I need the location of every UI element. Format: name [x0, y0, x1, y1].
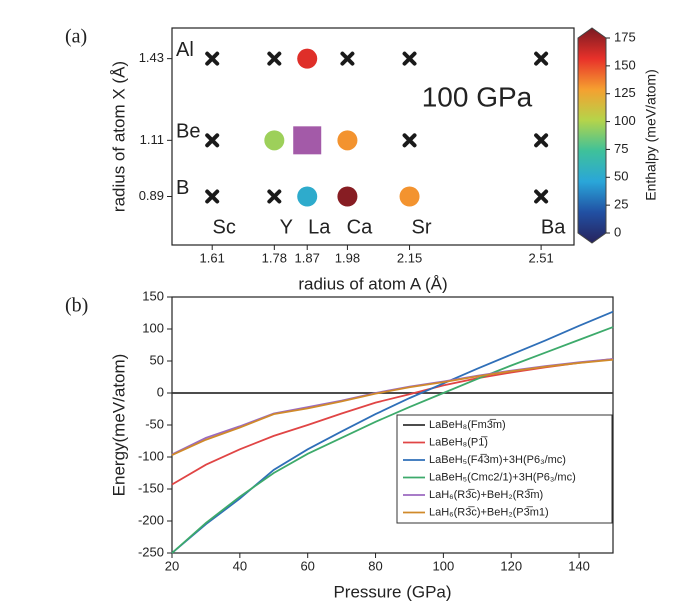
cross-marker	[267, 51, 282, 66]
enthalpy-point	[399, 186, 420, 207]
plot-frame	[171, 27, 575, 246]
y-tick-label: 0.89	[139, 188, 164, 203]
enthalpy-point	[337, 130, 358, 151]
cross-marker	[534, 189, 549, 204]
enthalpy-point	[264, 130, 285, 151]
pressure-annotation: 100 GPa	[422, 81, 533, 112]
x-axis-label: radius of atom A (Å)	[298, 274, 447, 293]
colorbar-tick-label: 150	[614, 57, 636, 72]
cross-marker	[205, 51, 220, 66]
x-tick-label: 60	[300, 558, 314, 573]
cross-marker	[205, 189, 220, 204]
legend-label: LaBeH₈(P1̅)	[429, 436, 488, 448]
colorbar-label: Enthalpy (meV/atom)	[643, 69, 659, 201]
x-element-label: Be	[176, 121, 200, 143]
x-tick-label: 120	[500, 558, 522, 573]
colorbar-tick-label: 175	[614, 29, 636, 44]
y-tick-label: 1.11	[140, 132, 164, 147]
y-tick-label: 0	[157, 384, 164, 399]
a-element-label: Sr	[412, 216, 432, 238]
x-tick-label: 1.87	[295, 250, 320, 265]
x-element-label: Al	[176, 39, 194, 61]
enthalpy-point	[337, 186, 358, 207]
cross-marker	[534, 133, 549, 148]
y-axis-label: radius of atom X (Å)	[109, 61, 128, 212]
cross-marker	[402, 51, 417, 66]
x-tick-label: 140	[568, 558, 590, 573]
a-element-label: Ba	[541, 216, 566, 238]
series-line	[171, 326, 614, 554]
y-tick-label: 100	[142, 320, 164, 335]
a-element-label: Ca	[347, 216, 373, 238]
x-tick-label: 20	[165, 558, 179, 573]
y-tick-label: -250	[138, 544, 164, 559]
enthalpy-point	[297, 48, 318, 69]
legend-label: LaBeH₅(Cmc2/1)+3H(P6₃/mc)	[429, 471, 576, 483]
legend-label: LaBeH₅(F4̅3m)+3H(P6₃/mc)	[429, 454, 566, 466]
y-tick-label: -150	[138, 480, 164, 495]
x-element-label: B	[176, 177, 189, 199]
legend-label: LaBeH₈(Fm3̅m)	[429, 419, 506, 431]
cross-marker	[534, 51, 549, 66]
colorbar-tick-label: 125	[614, 85, 636, 100]
a-element-label: Sc	[213, 216, 236, 238]
x-tick-label: 100	[433, 558, 455, 573]
x-tick-label: 1.98	[335, 250, 360, 265]
cross-marker	[340, 51, 355, 66]
cross-marker	[205, 133, 220, 148]
colorbar-tick-label: 50	[614, 169, 628, 184]
legend-label: LaH₆(R3̅c)+BeH₂(P3̅m1)	[429, 506, 549, 518]
x-tick-label: 1.78	[262, 250, 287, 265]
colorbar-tick-label: 75	[614, 141, 628, 156]
y-axis-label: Energy(meV/atom)	[109, 354, 128, 497]
series-line	[171, 358, 614, 456]
x-tick-label: 80	[368, 558, 382, 573]
panel-label: (b)	[65, 295, 88, 317]
colorbar-tick-label: 0	[614, 224, 621, 239]
y-tick-label: 1.43	[139, 50, 164, 65]
a-element-label: La	[308, 216, 331, 238]
x-axis-label: Pressure (GPa)	[333, 582, 451, 601]
square-marker	[293, 126, 322, 155]
colorbar-tick-label: 25	[614, 197, 628, 212]
legend-box	[396, 414, 613, 524]
y-tick-label: -50	[145, 416, 164, 431]
enthalpy-point	[297, 186, 318, 207]
y-tick-label: -100	[138, 448, 164, 463]
x-tick-label: 2.15	[397, 250, 422, 265]
legend-label: LaH₆(R3̅c)+BeH₂(R3̅m)	[429, 489, 543, 501]
x-tick-label: 2.51	[528, 250, 553, 265]
cross-marker	[402, 133, 417, 148]
y-tick-label: 50	[150, 352, 164, 367]
y-tick-label: -200	[138, 512, 164, 527]
cross-marker	[267, 189, 282, 204]
a-element-label: Y	[280, 216, 293, 238]
colorbar	[577, 27, 607, 244]
panel-label: (a)	[65, 26, 87, 48]
colorbar-tick-label: 100	[614, 113, 636, 128]
y-tick-label: 150	[142, 288, 164, 303]
x-tick-label: 40	[233, 558, 247, 573]
x-tick-label: 1.61	[200, 250, 225, 265]
